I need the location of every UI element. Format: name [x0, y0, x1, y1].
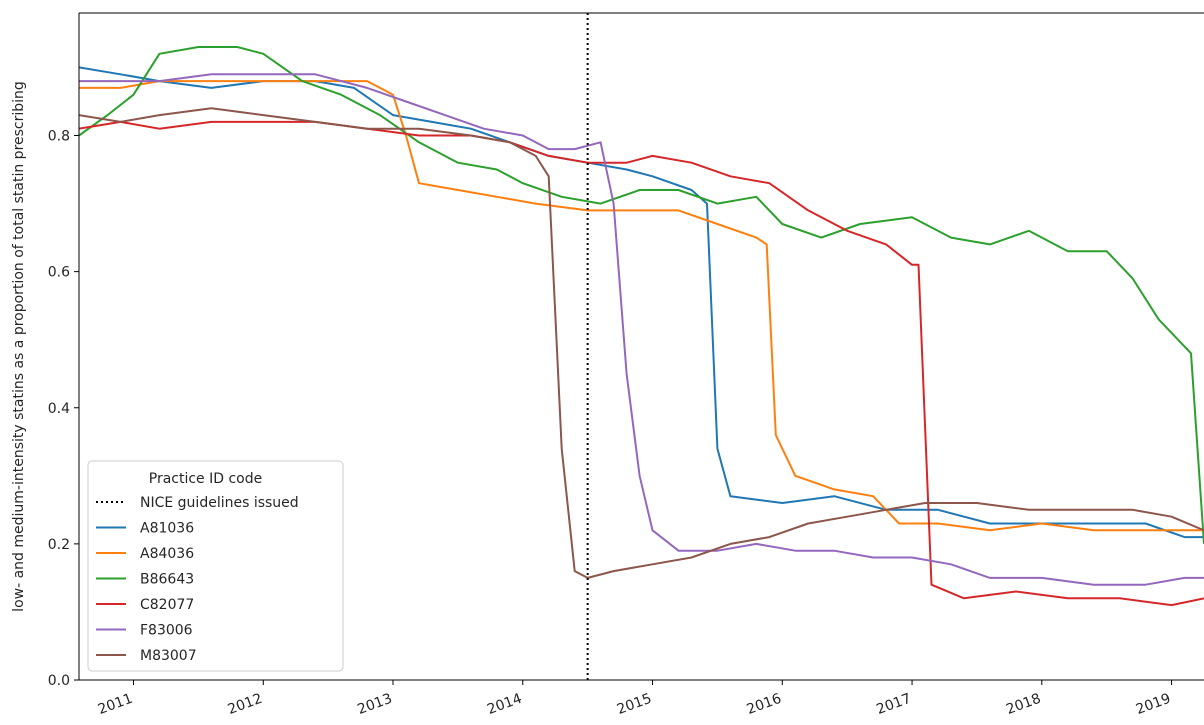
x-tick-label: 2015: [615, 691, 654, 718]
legend-label-a81036: A81036: [140, 521, 194, 537]
legend-label-m83007: M83007: [140, 648, 197, 664]
series-line-b86643: [79, 46, 1204, 544]
legend-label-nice-guideline: NICE guidelines issued: [140, 495, 299, 511]
series-layer: [79, 46, 1204, 607]
series-line-a84036: [79, 80, 1204, 532]
x-tick-label: 2018: [1004, 691, 1043, 718]
y-tick-label: 0.6: [48, 265, 70, 281]
x-tick-label: 2019: [1134, 691, 1173, 718]
legend: Practice ID code NICE guidelines issued A8…: [87, 460, 344, 672]
legend-label-b86643: B86643: [140, 572, 194, 588]
legend-box: [87, 460, 344, 672]
x-tick-label: 2011: [96, 691, 135, 718]
y-axis-label: low- and medium-intensity statins as a p…: [11, 81, 27, 612]
y-tick-label: 0.4: [48, 401, 70, 417]
x-tick-label: 2014: [485, 691, 524, 718]
legend-label-c82077: C82077: [140, 597, 194, 613]
x-tick-label: 2012: [226, 691, 265, 718]
y-tick-label: 0.2: [48, 537, 70, 553]
series-line-c82077: [79, 120, 1204, 607]
legend-title: Practice ID code: [149, 471, 263, 487]
legend-label-a84036: A84036: [140, 546, 194, 562]
series-line-m83007: [79, 107, 1204, 579]
y-tick-label: 0.8: [48, 129, 70, 145]
x-tick-label: 2013: [355, 691, 394, 718]
legend-label-f83006: F83006: [140, 623, 193, 639]
x-tick-label: 2016: [745, 691, 784, 718]
y-tick-label: 0.0: [48, 673, 70, 689]
axes-layer: [78, 12, 1204, 681]
series-line-f83006: [79, 73, 1204, 586]
x-tick-label: 2017: [874, 691, 913, 718]
